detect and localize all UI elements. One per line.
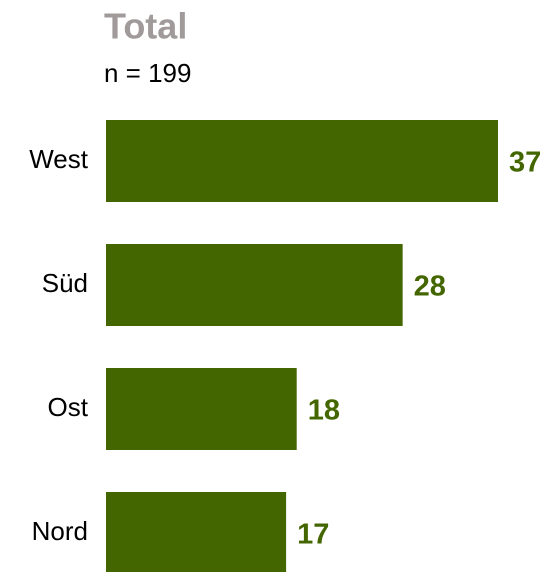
value-label: 28 xyxy=(414,271,446,303)
value-label: 17 xyxy=(297,519,329,551)
category-label: Nord xyxy=(32,516,88,546)
chart-title: Total xyxy=(104,6,187,47)
bar xyxy=(106,244,403,326)
value-label: 18 xyxy=(308,395,340,427)
category-label: Ost xyxy=(48,392,89,422)
chart-subtitle: n = 199 xyxy=(104,58,191,88)
category-label: Süd xyxy=(42,268,88,298)
value-label: 37 xyxy=(509,147,541,179)
bar xyxy=(106,368,297,450)
bar xyxy=(106,120,498,202)
bar xyxy=(106,492,287,572)
category-label: West xyxy=(29,144,89,174)
